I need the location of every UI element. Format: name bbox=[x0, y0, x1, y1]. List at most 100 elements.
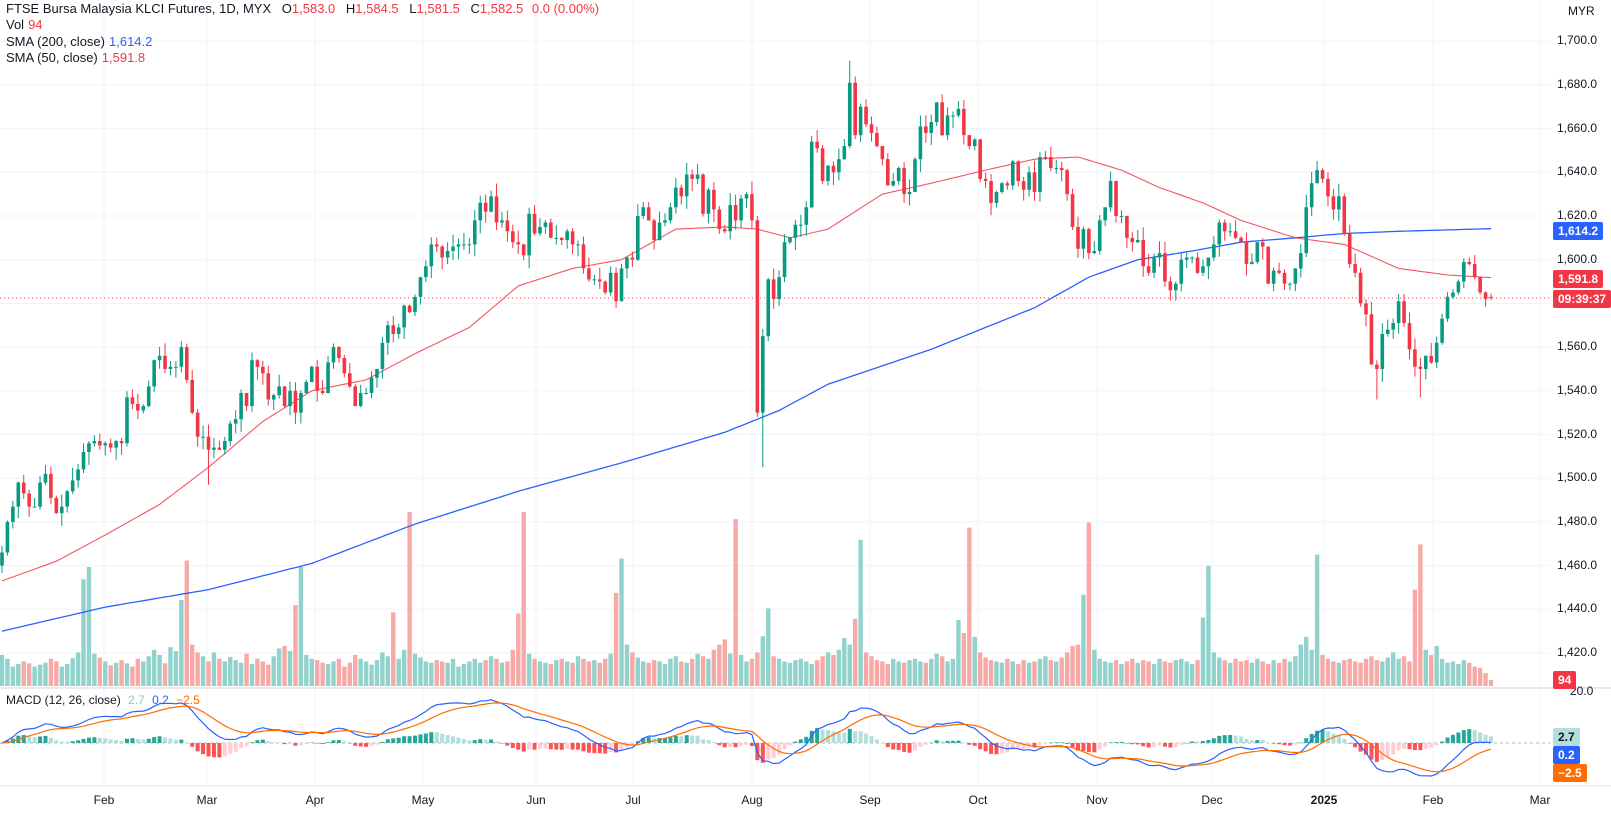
macd-histogram-bar bbox=[853, 731, 858, 743]
macd-histogram-bar bbox=[1369, 743, 1374, 760]
candle-body bbox=[445, 250, 450, 258]
macd-histogram-bar bbox=[836, 732, 841, 743]
candle-body bbox=[945, 115, 950, 136]
candle bbox=[364, 387, 368, 395]
candle-body bbox=[511, 231, 515, 243]
volume-bar bbox=[1477, 667, 1483, 686]
candle bbox=[771, 268, 776, 309]
volume-bar bbox=[26, 663, 32, 686]
candle-body bbox=[820, 148, 825, 182]
volume-bar bbox=[298, 566, 304, 686]
sma50-legend[interactable]: SMA (50, close) 1,591.8 bbox=[6, 50, 145, 66]
candle bbox=[456, 238, 461, 260]
candle bbox=[1266, 246, 1270, 285]
macd-histogram-bar bbox=[565, 743, 570, 750]
macd-histogram-bar bbox=[760, 743, 765, 763]
candle bbox=[5, 520, 10, 556]
volume-bar bbox=[804, 661, 809, 686]
volume-bar bbox=[211, 652, 217, 686]
candle-body bbox=[1049, 157, 1053, 168]
volume-bar bbox=[1396, 658, 1401, 686]
candle-body bbox=[49, 473, 53, 498]
candle-body bbox=[418, 277, 423, 297]
candle bbox=[831, 161, 836, 186]
macd-histogram-bar bbox=[1347, 743, 1352, 744]
volume-bar bbox=[1026, 662, 1032, 686]
candle-body bbox=[1255, 242, 1260, 262]
signal-tag: −2.5 bbox=[1553, 764, 1587, 782]
macd-legend[interactable]: MACD (12, 26, close) 2.7 0.2 −2.5 bbox=[6, 692, 200, 708]
candle bbox=[1228, 222, 1232, 237]
time-axis-label: 2025 bbox=[1310, 793, 1338, 807]
candle-body bbox=[657, 222, 662, 241]
volume-legend[interactable]: Vol 94 bbox=[6, 17, 43, 33]
currency-label[interactable]: MYR bbox=[1568, 4, 1595, 18]
candle bbox=[1380, 323, 1385, 382]
candle bbox=[92, 435, 97, 447]
candle bbox=[119, 437, 124, 455]
candle bbox=[1402, 293, 1406, 327]
candle-body bbox=[924, 126, 928, 133]
volume-bar bbox=[244, 653, 249, 686]
open-value: 1,583.0 bbox=[291, 1, 336, 16]
volume-bar bbox=[1054, 661, 1059, 686]
volume-bar bbox=[439, 661, 445, 686]
macd-histogram-bar bbox=[614, 743, 619, 753]
macd-histogram-bar bbox=[309, 742, 314, 744]
candle-body bbox=[1010, 161, 1015, 186]
candle-body bbox=[1260, 242, 1265, 247]
candle bbox=[891, 172, 896, 187]
candle bbox=[1206, 257, 1211, 280]
macd-histogram-bar bbox=[581, 743, 586, 752]
macd-histogram-bar bbox=[81, 738, 86, 743]
volume-bar bbox=[59, 666, 64, 686]
candle bbox=[141, 404, 146, 414]
sma200-legend[interactable]: SMA (200, close) 1,614.2 bbox=[6, 34, 152, 50]
macd-histogram-bar bbox=[1108, 742, 1113, 743]
macd-histogram-bar bbox=[777, 743, 782, 755]
candle bbox=[565, 228, 569, 249]
volume-bar bbox=[711, 649, 717, 686]
macd-histogram-bar bbox=[407, 736, 412, 743]
volume-bar bbox=[1358, 662, 1363, 686]
macd-histogram-bar bbox=[1423, 743, 1428, 749]
volume-bar bbox=[874, 660, 880, 686]
macd-histogram-bar bbox=[1456, 732, 1461, 743]
volume-bar bbox=[412, 653, 418, 686]
candle-body bbox=[543, 222, 548, 227]
macd-histogram-bar bbox=[918, 743, 923, 747]
macd-histogram-bar bbox=[1179, 743, 1184, 745]
volume-bar bbox=[907, 660, 912, 686]
volume-bar bbox=[369, 664, 374, 686]
candle bbox=[130, 389, 135, 410]
candle bbox=[505, 210, 510, 242]
candle bbox=[1391, 318, 1395, 339]
candle-body bbox=[733, 205, 738, 221]
volume-bar bbox=[1347, 658, 1352, 686]
macd-histogram-bar bbox=[831, 731, 836, 743]
macd-histogram-bar bbox=[1320, 729, 1325, 743]
candle bbox=[1222, 219, 1227, 241]
symbol-legend[interactable]: FTSE Bursa Malaysia KLCI Futures, 1D, MY… bbox=[6, 1, 599, 17]
candle-body bbox=[424, 266, 428, 278]
macd-histogram-bar bbox=[48, 737, 53, 743]
volume-bar bbox=[190, 644, 195, 686]
macd-histogram-bar bbox=[255, 740, 260, 743]
candle bbox=[799, 214, 803, 237]
volume-bar bbox=[537, 661, 543, 686]
candle bbox=[369, 371, 374, 399]
macd-histogram-bar bbox=[1336, 734, 1341, 743]
candle-body bbox=[239, 392, 243, 420]
macd-histogram-bar bbox=[326, 742, 331, 743]
macd-histogram-bar bbox=[168, 738, 173, 743]
macd-histogram-bar bbox=[1168, 743, 1173, 748]
volume-bar bbox=[1418, 544, 1423, 686]
macd-histogram-bar bbox=[347, 743, 352, 744]
macd-histogram-bar bbox=[298, 743, 303, 746]
volume-tag: 94 bbox=[1553, 671, 1577, 689]
candle-body bbox=[847, 82, 852, 147]
volume-bar bbox=[1293, 656, 1298, 686]
volume-bar bbox=[1483, 673, 1488, 686]
macd-histogram-bar bbox=[86, 737, 91, 743]
